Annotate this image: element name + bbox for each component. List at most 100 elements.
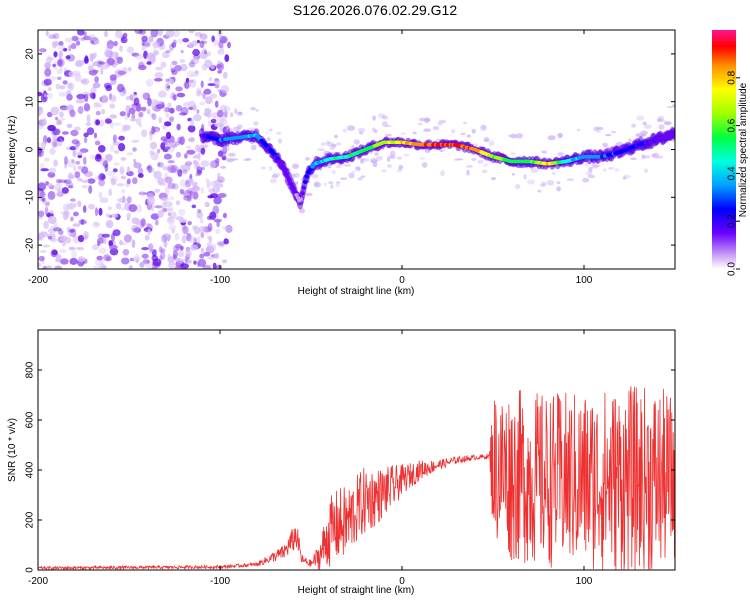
spectrogram-noise-cell xyxy=(152,50,158,57)
spectrogram-noise-cell xyxy=(157,162,164,168)
spectrogram-noise-cell xyxy=(353,139,360,145)
spectrogram-noise-cell xyxy=(164,121,172,127)
spectrogram-noise-cell xyxy=(187,70,195,77)
spectrogram-noise-cell xyxy=(360,158,364,165)
spectrogram-noise-cell xyxy=(109,175,119,183)
spectrogram-noise-cell xyxy=(214,83,220,89)
spectrogram-noise-cell xyxy=(77,165,83,170)
spectrogram-noise-cell xyxy=(174,265,182,269)
spectrogram-noise-cell xyxy=(221,259,228,264)
spectrogram-noise-cell xyxy=(450,129,456,134)
spectrogram-noise-cell xyxy=(176,257,184,264)
spectrogram-noise-cell xyxy=(98,173,106,181)
spectrogram-noise-cell xyxy=(311,174,319,179)
spectrogram-noise-cell xyxy=(76,93,86,100)
spectrogram-noise-cell xyxy=(126,212,131,218)
spectrogram-noise-cell xyxy=(170,68,176,73)
spectrogram-noise-cell xyxy=(54,182,63,192)
spectrogram-noise-cell xyxy=(221,156,227,161)
spectrogram-noise-cell xyxy=(187,79,194,83)
spectrogram-noise-cell xyxy=(59,235,68,242)
spectrogram-noise-cell xyxy=(194,32,203,37)
spectrogram-noise-cell xyxy=(89,92,96,99)
spectrogram-noise-cell xyxy=(187,221,192,226)
spectrogram-noise-cell xyxy=(223,110,228,118)
spectrogram-ridge-cell xyxy=(304,174,309,179)
spectrogram-noise-cell xyxy=(47,236,53,240)
spectrogram-ridge-cell xyxy=(298,197,303,201)
spectrogram-noise-cell xyxy=(172,250,179,258)
spectrogram-noise-cell xyxy=(112,229,121,237)
spectrogram-noise-cell xyxy=(213,80,221,85)
spectrogram-noise-cell xyxy=(423,128,432,132)
colorbar: 0.0 0.2 0.4 0.6 0.8 Normalized spectral ampl… xyxy=(712,30,749,276)
spectrogram-noise-cell xyxy=(179,179,188,188)
y-tick-label: 800 xyxy=(25,361,36,378)
spectrogram-noise-cell xyxy=(67,83,73,89)
spectrogram-noise-cell xyxy=(47,87,52,91)
spectrogram-noise-cell xyxy=(157,209,164,218)
spectrogram-noise-cell xyxy=(118,143,126,152)
spectrogram-noise-cell xyxy=(47,228,57,234)
spectrogram-noise-cell xyxy=(56,58,65,67)
spectrogram-noise-cell xyxy=(101,94,109,104)
y-tick-label: 400 xyxy=(25,461,36,478)
spectrogram-noise-cell xyxy=(328,181,334,185)
spectrogram-noise-cell xyxy=(212,262,217,269)
spectrogram-noise-cell xyxy=(46,55,52,63)
spectrogram-noise-cell xyxy=(190,73,200,77)
spectrogram-noise-cell xyxy=(481,169,488,174)
spectrogram-noise-cell xyxy=(270,178,277,184)
spectrogram-noise-cell xyxy=(153,171,157,176)
spectrogram-noise-cell xyxy=(91,221,100,229)
spectrogram-noise-cell xyxy=(95,119,100,126)
spectrogram-noise-cell xyxy=(70,216,74,222)
spectrogram-noise-cell xyxy=(193,159,198,165)
colorbar-tick-label: 0.2 xyxy=(727,214,738,228)
spectrogram-noise-cell xyxy=(360,175,366,178)
spectrogram-noise-cell xyxy=(419,157,426,160)
spectrogram-noise-cell xyxy=(98,191,103,199)
spectrogram-noise-cell xyxy=(225,224,233,233)
spectrogram-noise-cell xyxy=(131,52,140,57)
spectrogram-noise-cell xyxy=(320,142,327,147)
spectrogram-noise-cell xyxy=(419,117,427,122)
spectrogram-noise-cell xyxy=(197,152,201,161)
spectrogram-noise-cell xyxy=(54,116,59,120)
spectrogram-noise-cell xyxy=(91,40,95,45)
spectrogram-noise-cell xyxy=(54,265,63,269)
spectrogram-noise-cell xyxy=(88,34,96,39)
spectrogram-noise-cell xyxy=(304,157,311,161)
spectrogram-noise-cell xyxy=(178,112,188,116)
spectrogram-noise-cell xyxy=(293,172,300,178)
spectrogram-noise-cell xyxy=(78,219,88,225)
spectrogram-noise-cell xyxy=(556,132,563,139)
spectrogram-noise-cell xyxy=(84,171,93,178)
spectrogram-noise-cell xyxy=(220,85,230,94)
spectrogram-noise-cell xyxy=(210,112,219,119)
spectrogram-noise-cell xyxy=(100,67,104,75)
spectrogram-noise-cell xyxy=(385,133,392,137)
spectrogram-noise-cell xyxy=(666,105,674,109)
spectrogram-noise-cell xyxy=(184,81,190,89)
spectrogram-noise-cell xyxy=(88,204,96,210)
spectrogram-noise-cell xyxy=(162,125,166,130)
spectrogram-noise-cell xyxy=(313,182,322,188)
spectrogram-noise-cell xyxy=(113,149,120,154)
spectrogram-noise-cell xyxy=(154,205,163,209)
spectrogram-noise-cell xyxy=(133,158,137,164)
spectrogram-noise-cell xyxy=(207,83,216,87)
spectrogram-noise-cell xyxy=(207,235,213,240)
spectrogram-noise-cell xyxy=(126,178,131,185)
spectrogram-noise-cell xyxy=(119,45,123,52)
spectrogram-noise-cell xyxy=(228,152,236,157)
spectrogram-noise-cell xyxy=(174,232,180,241)
spectrogram-noise-cell xyxy=(530,168,539,173)
spectrogram-noise-cell xyxy=(556,181,561,185)
spectrogram-noise-cell xyxy=(149,141,158,150)
spectrogram-noise-cell xyxy=(603,168,607,172)
spectrogram-noise-cell xyxy=(168,216,173,223)
spectrogram-noise-cell xyxy=(596,126,604,131)
spectrogram-noise-cell xyxy=(630,157,637,161)
spectrogram-noise-cell xyxy=(330,143,337,148)
